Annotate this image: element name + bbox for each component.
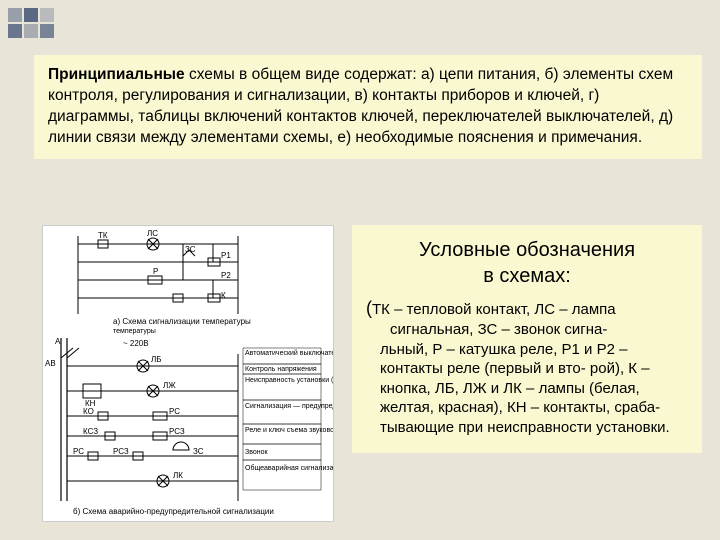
svg-text:Сигнализация — предупредительн: Сигнализация — предупредительная [245,403,333,410]
svg-text:Реле и ключ съема звукового си: Реле и ключ съема звукового сигнала [245,427,333,434]
legend-body: (ТК – тепловой контакт, ЛС – лампа сигна… [366,297,688,437]
svg-text:Звонок: Звонок [245,449,269,456]
svg-text:Неисправность установки (сигна: Неисправность установки (сигнал из други… [245,377,333,384]
svg-text:РС: РС [73,447,84,456]
svg-text:ЗС: ЗС [193,447,204,456]
legend-title: Условные обозначения в схемах: [366,237,688,289]
svg-text:КСЗ: КСЗ [83,427,98,436]
svg-text:Контроль напряжения: Контроль напряжения [245,366,317,373]
intro-bold: Принципиальные [48,66,185,83]
svg-text:КО: КО [83,407,94,416]
svg-text:К: К [221,291,226,300]
svg-text:АВ: АВ [45,359,56,368]
svg-text:~ 220В: ~ 220В [123,339,149,348]
svg-text:температуры: температуры [113,328,156,335]
legend-box: Условные обозначения в схемах: (ТК – теп… [352,225,702,453]
corner-decoration [8,8,54,38]
schematic-diagram: ТК ЛС ЗС Р1 Р Р2 К а) Схема сигнализации… [42,225,334,522]
svg-text:А: А [55,337,61,346]
svg-text:ТК: ТК [98,231,108,240]
svg-text:РС: РС [169,407,180,416]
svg-text:РСЗ: РСЗ [113,447,129,456]
svg-text:ЗС: ЗС [185,245,196,254]
svg-text:ЛЖ: ЛЖ [163,381,176,390]
intro-text-box: Принципиальные схемы в общем виде содерж… [34,55,702,159]
svg-text:Р: Р [153,267,158,276]
svg-text:Р1: Р1 [221,251,231,260]
svg-text:Общеаварийная сигнализация: Общеаварийная сигнализация [245,464,333,472]
caption-b: б) Схема аварийно-предупредительной сигн… [73,507,274,516]
svg-text:РСЗ: РСЗ [169,427,185,436]
svg-text:ЛК: ЛК [173,471,183,480]
caption-a: а) Схема сигнализации температуры [113,317,251,326]
svg-text:Автоматический выключатель: Автоматический выключатель [245,349,333,357]
svg-text:ЛБ: ЛБ [151,355,162,364]
svg-text:ЛС: ЛС [147,229,158,238]
svg-text:Р2: Р2 [221,271,231,280]
